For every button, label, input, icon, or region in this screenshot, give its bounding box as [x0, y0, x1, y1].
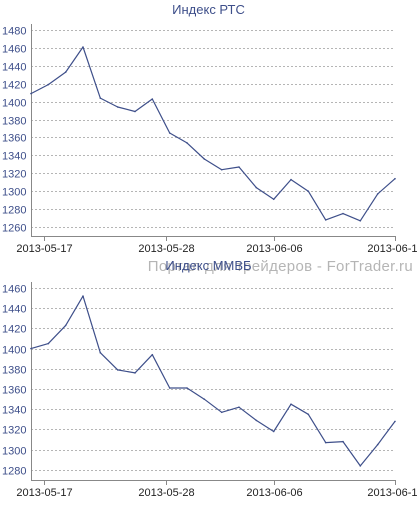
chart-rts: 1260 1280 1300 1320 1340 1360 1380 1400 1420 1440…	[2, 24, 417, 255]
data-point	[203, 398, 206, 400]
data-point	[238, 166, 240, 168]
data-point	[82, 295, 84, 297]
data-point	[220, 168, 223, 171]
y-tick-label: 1280	[2, 205, 26, 217]
y-tick-label: 1380	[2, 116, 26, 128]
y-tick-label: 1360	[2, 133, 26, 145]
series-line	[30, 46, 396, 222]
data-point	[290, 403, 292, 405]
data-point	[307, 190, 310, 192]
data-point	[359, 465, 362, 467]
chart-title-micex: Индекс ММВБ	[165, 258, 252, 273]
data-point	[47, 342, 50, 345]
chart-title-rts: Индекс РТС	[172, 2, 245, 17]
y-tick-label: 1420	[2, 80, 26, 92]
y-tick-label: 1260	[2, 223, 26, 235]
x-tick-label: 2013-06-06	[246, 487, 302, 499]
y-tick-label: 1460	[2, 44, 26, 56]
data-point	[30, 92, 32, 95]
data-point	[324, 441, 327, 444]
y-tick-label: 1300	[2, 187, 26, 199]
data-point	[116, 369, 119, 371]
x-tick-label: 2013-05-28	[138, 243, 194, 255]
data-point	[394, 420, 396, 423]
data-point	[116, 106, 119, 108]
data-point	[220, 411, 223, 414]
data-point	[64, 71, 67, 73]
data-point	[151, 353, 154, 356]
y-tick-label: 1300	[2, 446, 26, 458]
y-tick-label: 1440	[2, 304, 26, 316]
y-tick-label: 1340	[2, 151, 26, 163]
data-point	[290, 178, 292, 181]
data-point	[359, 220, 362, 222]
data-point	[47, 83, 50, 86]
y-tick-label: 1320	[2, 169, 26, 181]
data-point	[324, 219, 327, 221]
data-point	[168, 387, 171, 389]
y-tick-label: 1440	[2, 62, 26, 74]
data-point	[82, 46, 84, 48]
data-point	[238, 406, 240, 408]
data-point	[376, 193, 379, 195]
y-tick-label: 1280	[2, 466, 26, 478]
x-tick-label: 2013-06-17	[367, 243, 417, 255]
data-point	[30, 347, 32, 350]
data-point	[168, 132, 171, 134]
data-point	[272, 198, 275, 201]
data-point	[255, 419, 258, 422]
y-tick-label: 1480	[2, 26, 26, 38]
data-point	[307, 413, 310, 416]
data-point	[134, 110, 136, 113]
y-tick-label: 1380	[2, 365, 26, 377]
y-tick-label: 1320	[2, 425, 26, 437]
x-tick-label: 2013-06-06	[246, 243, 302, 255]
data-point	[99, 97, 102, 99]
data-point	[99, 351, 102, 354]
data-point	[376, 443, 379, 446]
series-line	[30, 295, 396, 467]
data-point	[342, 212, 344, 215]
data-point	[255, 186, 258, 189]
x-tick-label: 2013-05-17	[16, 487, 72, 499]
y-tick-label: 1340	[2, 405, 26, 417]
data-point	[151, 98, 154, 100]
data-point	[64, 324, 67, 327]
y-tick-label: 1420	[2, 324, 26, 336]
x-tick-label: 2013-06-17	[367, 487, 417, 499]
data-point	[394, 177, 396, 180]
data-point	[272, 430, 275, 433]
watermark: Портал для трейдеров - ForTrader.ru	[147, 258, 413, 275]
y-tick-label: 1400	[2, 345, 26, 357]
data-point	[186, 387, 188, 389]
y-tick-label: 1360	[2, 385, 26, 397]
data-point	[134, 372, 136, 374]
data-point	[203, 158, 206, 160]
y-tick-label: 1460	[2, 284, 26, 296]
data-point	[186, 142, 188, 144]
x-tick-label: 2013-05-28	[138, 487, 194, 499]
chart-micex: 1280 1300 1320 1340 1360 1380 1400 1420 1440 1460…	[2, 282, 417, 499]
y-tick-label: 1400	[2, 98, 26, 110]
x-tick-label: 2013-05-17	[16, 243, 72, 255]
data-point	[342, 440, 344, 443]
